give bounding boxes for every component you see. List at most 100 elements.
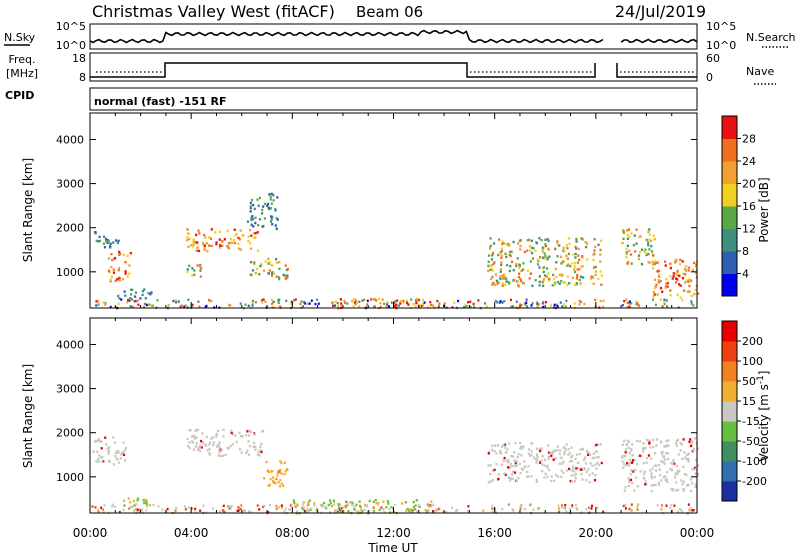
echo-cell: [261, 212, 264, 215]
echo-cell: [489, 277, 493, 281]
echo-cell: [636, 508, 639, 511]
echo-cell: [278, 506, 280, 509]
echo-cell: [357, 510, 360, 513]
echo-cell: [624, 454, 627, 458]
echo-cell: [558, 273, 561, 276]
echo-cell: [351, 299, 354, 303]
echo-cell: [251, 269, 255, 272]
echo-cell: [490, 267, 493, 270]
echo-cell: [662, 476, 665, 479]
echo-cell: [239, 229, 242, 232]
echo-cell: [684, 456, 687, 459]
echo-cell: [274, 208, 277, 211]
echo-cell: [535, 461, 538, 464]
echo-cell: [652, 483, 655, 487]
echo-cell: [107, 452, 110, 455]
echo-cell: [112, 271, 116, 274]
echo-cell: [361, 299, 364, 302]
echo-cell: [114, 455, 117, 458]
echo-cell: [250, 273, 253, 277]
echo-cell: [580, 468, 583, 471]
echo-cell: [487, 264, 490, 268]
echo-cell: [649, 469, 652, 472]
echo-cell: [585, 470, 588, 474]
freq-unit: [MHz]: [6, 67, 38, 80]
echo-cell: [128, 264, 131, 267]
echo-cell: [539, 449, 542, 453]
echo-cell: [386, 302, 389, 306]
echo-cell: [638, 454, 641, 457]
echo-cell: [654, 261, 657, 265]
echo-cell: [95, 300, 98, 303]
echo-cell: [595, 450, 598, 453]
echo-cell: [129, 305, 132, 308]
echo-cell: [377, 502, 380, 505]
echo-cell: [691, 508, 694, 512]
echo-cell: [254, 221, 257, 225]
echo-cell: [657, 275, 661, 278]
echo-cell: [592, 452, 596, 455]
echo-cell: [501, 301, 504, 304]
echo-cell: [519, 507, 522, 510]
colorbar-segment: [722, 361, 737, 382]
echo-cell: [124, 459, 127, 462]
echo-cell: [228, 303, 230, 307]
echo-cell: [571, 480, 574, 483]
echo-cell: [589, 453, 592, 456]
echo-cell: [224, 453, 227, 457]
colorbar-segment: [722, 401, 737, 422]
echo-cell: [272, 479, 275, 483]
echo-cell: [571, 506, 574, 509]
echo-cell: [526, 269, 529, 272]
echo-cell: [669, 275, 672, 278]
echo-cell: [183, 505, 186, 508]
echo-cell: [536, 456, 539, 459]
echo-cell: [491, 269, 495, 272]
echo-cell: [624, 503, 627, 507]
echo-cell: [577, 247, 580, 250]
echo-cell: [655, 283, 658, 286]
echo-cell: [563, 450, 566, 454]
echo-cell: [623, 439, 626, 443]
echo-cell: [368, 499, 371, 503]
echo-cell: [571, 459, 574, 463]
echo-cell: [507, 281, 510, 284]
echo-cell: [502, 459, 505, 463]
echo-cell: [530, 246, 533, 249]
echo-cell: [509, 265, 512, 268]
echo-cell: [527, 448, 531, 451]
echo-cell: [186, 228, 189, 231]
velocity-ylabel: Slant Range [km]: [21, 364, 35, 468]
colorbar-segment: [722, 441, 737, 462]
echo-cell: [265, 460, 268, 464]
echo-cell: [343, 299, 346, 303]
echo-cell: [560, 280, 564, 284]
echo-cell: [572, 467, 575, 470]
echo-cell: [568, 451, 571, 455]
echo-cell: [192, 434, 196, 437]
echo-cell: [504, 283, 507, 286]
echo-cell: [670, 487, 673, 491]
echo-cell: [299, 302, 302, 305]
echo-cell: [501, 463, 504, 466]
colorbar-tick-label: 100: [742, 355, 763, 368]
echo-cell: [250, 223, 253, 226]
echo-cell: [353, 301, 357, 304]
echo-cell: [254, 448, 257, 451]
echo-cell: [420, 304, 423, 308]
echo-cell: [454, 509, 457, 513]
echo-cell: [628, 305, 631, 308]
echo-cell: [237, 242, 240, 246]
echo-cell: [192, 448, 195, 451]
echo-cell: [239, 507, 242, 511]
colorbar-tick-label: 24: [742, 155, 756, 168]
echo-cell: [516, 456, 519, 459]
echo-cell: [375, 502, 378, 505]
echo-cell: [674, 261, 677, 264]
echo-cell: [103, 504, 106, 507]
echo-cell: [95, 460, 98, 463]
echo-cell: [547, 247, 550, 251]
echo-cell: [196, 428, 200, 431]
echo-cell: [689, 478, 693, 481]
echo-cell: [194, 241, 198, 244]
